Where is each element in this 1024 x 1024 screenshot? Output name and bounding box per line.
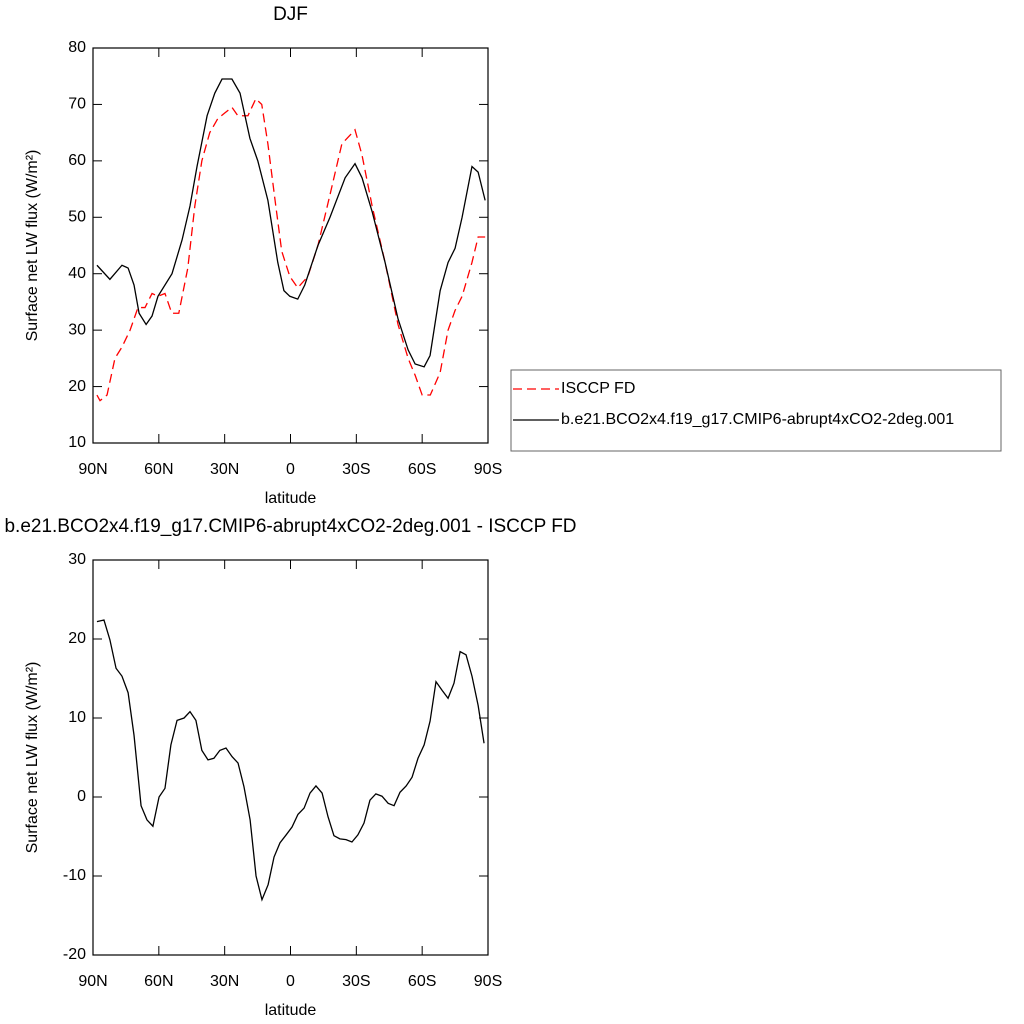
legend-label: b.e21.BCO2x4.f19_g17.CMIP6-abrupt4xCO2-2… bbox=[561, 411, 954, 428]
chart-title: DJF bbox=[273, 4, 308, 25]
x-tick-label: 90S bbox=[474, 461, 502, 478]
x-tick-label: 60N bbox=[144, 973, 173, 990]
x-tick-label: 30S bbox=[342, 461, 370, 478]
y-tick-label: 10 bbox=[68, 434, 86, 451]
y-tick-label: 60 bbox=[68, 152, 86, 169]
x-tick-label: 30N bbox=[210, 461, 239, 478]
x-tick-label: 30S bbox=[342, 973, 370, 990]
legend-label: ISCCP FD bbox=[561, 380, 635, 397]
y-tick-label: 20 bbox=[68, 630, 86, 647]
y-tick-label: -20 bbox=[63, 946, 86, 963]
x-axis-label: latitude bbox=[265, 490, 317, 507]
chart-title: b.e21.BCO2x4.f19_g17.CMIP6-abrupt4xCO2-2… bbox=[4, 516, 576, 537]
x-tick-label: 60S bbox=[408, 973, 436, 990]
plot-frame bbox=[92, 47, 489, 444]
y-tick-label: 50 bbox=[68, 209, 86, 226]
x-tick-label: 60S bbox=[408, 461, 436, 478]
x-tick-label: 0 bbox=[286, 461, 295, 478]
x-tick-label: 0 bbox=[286, 973, 295, 990]
x-tick-label: 60N bbox=[144, 461, 173, 478]
y-tick-label: 30 bbox=[68, 551, 86, 568]
y-axis-label: Surface net LW flux (W/m²) bbox=[24, 150, 41, 342]
legend-box bbox=[510, 369, 1002, 452]
x-tick-label: 90N bbox=[78, 461, 107, 478]
data-line bbox=[96, 97, 486, 402]
x-tick-label: 30N bbox=[210, 973, 239, 990]
x-axis-label: latitude bbox=[265, 1002, 317, 1019]
y-tick-label: 20 bbox=[68, 378, 86, 395]
y-tick-label: 80 bbox=[68, 39, 86, 56]
data-line bbox=[96, 619, 485, 902]
x-tick-label: 90S bbox=[474, 973, 502, 990]
data-line bbox=[96, 78, 486, 368]
y-tick-label: -10 bbox=[63, 867, 86, 884]
y-axis-label: Surface net LW flux (W/m²) bbox=[24, 662, 41, 854]
y-tick-label: 70 bbox=[68, 96, 86, 113]
y-tick-label: 10 bbox=[68, 709, 86, 726]
y-tick-label: 0 bbox=[77, 788, 86, 805]
x-tick-label: 90N bbox=[78, 973, 107, 990]
y-tick-label: 40 bbox=[68, 265, 86, 282]
y-tick-label: 30 bbox=[68, 321, 86, 338]
plot-frame bbox=[92, 559, 489, 956]
